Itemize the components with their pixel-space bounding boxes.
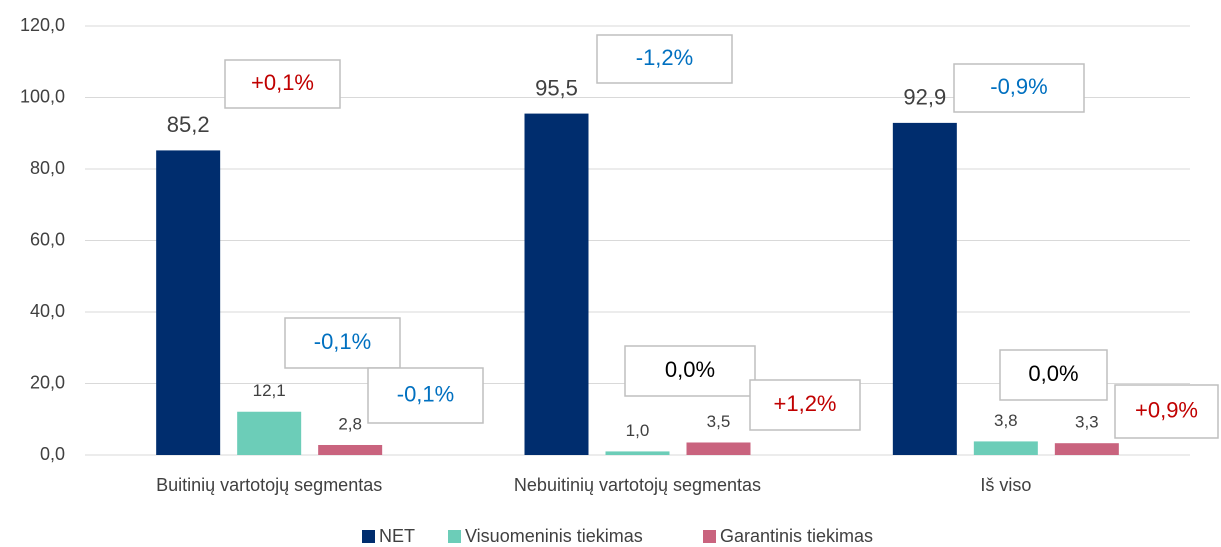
annotation-box [1114, 384, 1219, 439]
annotation: -0,1% [397, 381, 454, 406]
y-tick-label: 0,0 [40, 444, 65, 464]
bar [892, 122, 957, 455]
bar [318, 444, 383, 455]
value-label: 92,9 [903, 85, 946, 110]
y-tick-label: 120,0 [20, 15, 65, 35]
bar [237, 411, 302, 455]
annotation: +0,9% [1135, 397, 1198, 422]
legend-swatch [703, 530, 716, 543]
value-label: 2,8 [338, 414, 362, 433]
y-tick-label: 20,0 [30, 372, 65, 392]
annotation: 0,0% [665, 357, 715, 382]
value-label: 95,5 [535, 75, 578, 100]
bar [156, 150, 221, 455]
x-tick-label: Buitinių vartotojų segmentas [156, 475, 382, 495]
bar [524, 113, 589, 456]
annotation: +1,2% [774, 391, 837, 416]
value-label: 3,8 [994, 411, 1018, 430]
value-label: 1,0 [626, 421, 650, 440]
legend-label: Garantinis tiekimas [720, 526, 873, 546]
annotation-box [624, 345, 756, 397]
y-tick-label: 40,0 [30, 301, 65, 321]
legend-swatch [448, 530, 461, 543]
annotation-box [953, 63, 1085, 113]
bar [605, 451, 670, 455]
value-label: 12,1 [253, 381, 286, 400]
annotation: -0,9% [990, 74, 1047, 99]
annotation-box [367, 367, 484, 424]
y-tick-label: 80,0 [30, 158, 65, 178]
y-tick-label: 60,0 [30, 229, 65, 249]
annotation-box [284, 317, 401, 369]
annotation: -0,1% [314, 329, 371, 354]
bar [686, 442, 751, 455]
bar [1054, 443, 1119, 455]
annotation-box [999, 349, 1108, 401]
annotation: -1,2% [636, 45, 693, 70]
annotation: +0,1% [251, 70, 314, 95]
bar [973, 441, 1038, 455]
y-tick-label: 100,0 [20, 86, 65, 106]
annotation-box [749, 379, 861, 431]
legend-label: NET [379, 526, 415, 546]
value-label: 85,2 [167, 112, 210, 137]
annotation: 0,0% [1028, 361, 1078, 386]
annotation-box [224, 59, 341, 109]
x-tick-label: Nebuitinių vartotojų segmentas [514, 475, 761, 495]
value-label: 3,5 [707, 412, 731, 431]
annotation-box [596, 34, 733, 84]
legend-label: Visuomeninis tiekimas [465, 526, 643, 546]
legend-swatch [362, 530, 375, 543]
value-label: 3,3 [1075, 413, 1099, 432]
x-tick-label: Iš viso [980, 475, 1031, 495]
